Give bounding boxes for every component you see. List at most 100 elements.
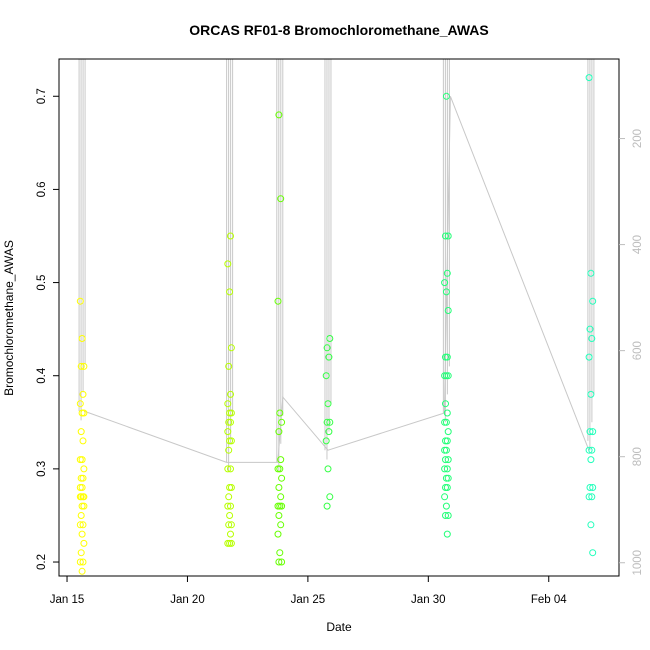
data-point <box>226 512 234 519</box>
data-point <box>225 362 233 370</box>
data-point <box>76 493 84 501</box>
data-point <box>80 502 88 510</box>
data-point <box>79 493 87 501</box>
data-point <box>442 502 450 510</box>
data-point <box>323 502 331 510</box>
data-point <box>444 372 452 380</box>
data-point <box>587 521 595 529</box>
right-tick-label: 400 <box>632 235 644 254</box>
y-axis-label: Bromochloromethane_AWAS <box>2 240 16 396</box>
data-point <box>442 92 450 100</box>
data-point <box>444 232 452 240</box>
data-point <box>227 465 234 473</box>
x-tick-label: Jan 15 <box>50 594 85 606</box>
data-point <box>326 335 334 342</box>
data-point <box>277 493 285 501</box>
data-point <box>79 521 87 529</box>
data-point <box>442 512 449 519</box>
data-point <box>79 474 87 482</box>
data-point <box>588 335 596 342</box>
data-point <box>76 297 84 305</box>
data-points <box>76 74 597 575</box>
data-point <box>225 493 233 501</box>
data-point <box>227 530 234 538</box>
data-point <box>444 474 452 482</box>
data-point <box>79 390 87 398</box>
data-point <box>278 418 286 426</box>
trace-connector <box>83 96 590 463</box>
data-point <box>78 567 86 575</box>
data-point <box>585 74 593 82</box>
right-tick-label: 1000 <box>632 550 644 576</box>
chart-title: ORCAS RF01-8 Bromochloromethane_AWAS <box>189 22 489 38</box>
data-point <box>325 353 333 361</box>
data-point <box>226 288 234 296</box>
data-point <box>224 428 232 436</box>
y-tick-label: 0.2 <box>36 554 48 570</box>
data-point <box>588 446 596 454</box>
data-point <box>277 456 285 464</box>
data-point <box>227 232 234 240</box>
data-point <box>76 400 84 408</box>
x-tick-label: Jan 30 <box>411 594 446 606</box>
data-point <box>587 390 595 398</box>
data-point <box>224 502 232 510</box>
data-point <box>78 456 86 464</box>
right-tick-label: 200 <box>632 129 644 148</box>
data-point <box>442 446 450 454</box>
data-point <box>324 465 332 473</box>
data-point <box>225 446 233 454</box>
x-axis-label: Date <box>326 620 352 634</box>
data-point <box>76 558 84 566</box>
data-point <box>443 269 451 277</box>
data-point <box>586 325 594 333</box>
x-tick-label: Jan 25 <box>291 594 326 606</box>
data-point <box>276 549 284 557</box>
data-point <box>441 279 449 287</box>
data-point <box>80 465 88 473</box>
y-tick-label: 0.6 <box>36 181 48 197</box>
data-point <box>443 530 451 538</box>
data-point <box>224 465 232 473</box>
data-point <box>274 297 282 305</box>
data-point <box>77 549 85 557</box>
data-point <box>442 288 450 296</box>
data-point <box>79 437 87 445</box>
data-point <box>585 446 593 454</box>
data-point <box>278 558 286 566</box>
data-point <box>276 409 284 417</box>
data-point <box>275 484 283 491</box>
data-point <box>278 474 286 482</box>
data-point <box>322 437 330 445</box>
data-point <box>227 437 235 445</box>
altitude-trace <box>78 59 595 472</box>
y-tick-label: 0.4 <box>36 367 48 384</box>
data-point <box>589 297 597 305</box>
data-point <box>443 437 451 445</box>
data-point <box>275 558 283 566</box>
data-point <box>76 521 84 529</box>
plot-frame <box>58 58 620 577</box>
x-tick-label: Feb 04 <box>531 594 567 606</box>
data-point <box>443 484 451 491</box>
data-point <box>227 539 235 547</box>
data-point <box>225 521 233 529</box>
y-tick-label: 0.3 <box>36 461 48 477</box>
data-point <box>78 530 86 538</box>
data-point <box>587 269 595 277</box>
right-tick-label: 600 <box>632 341 644 360</box>
right-tick-label: 800 <box>632 447 644 466</box>
data-point <box>441 493 449 501</box>
data-point <box>585 493 593 501</box>
data-point <box>442 418 450 426</box>
data-point <box>443 353 451 361</box>
data-point <box>227 521 235 529</box>
data-point <box>589 428 597 436</box>
data-point <box>442 232 449 240</box>
data-point <box>443 465 451 473</box>
data-point <box>588 493 596 501</box>
data-point <box>442 456 449 464</box>
data-point <box>586 484 594 491</box>
data-point <box>276 465 284 473</box>
